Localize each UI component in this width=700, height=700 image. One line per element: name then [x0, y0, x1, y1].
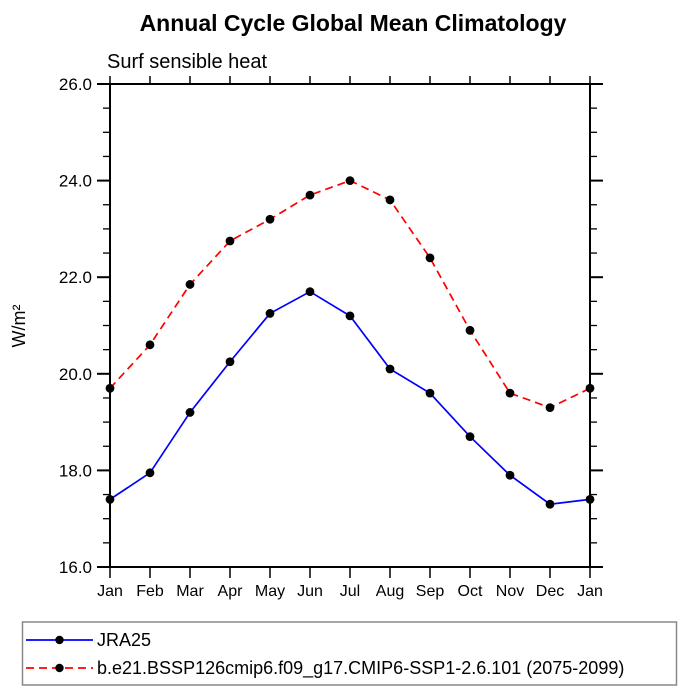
x-tick-label: Jan	[577, 583, 603, 600]
data-point-model	[545, 403, 555, 413]
legend-border	[21, 621, 678, 686]
data-point-jra25	[225, 357, 235, 367]
y-tick-label: 22.0	[59, 268, 92, 287]
x-tick-label: Mar	[176, 583, 204, 600]
data-point-jra25	[585, 494, 595, 504]
data-point-jra25	[185, 408, 195, 417]
data-point-jra25	[265, 309, 275, 318]
data-point-jra25	[505, 470, 515, 480]
x-tick-label: Jul	[340, 583, 360, 600]
legend-box: JRA25 b.e21.BSSP126cmip6.f09_g17.CMIP6-S…	[21, 621, 678, 686]
x-tick-label: Apr	[218, 583, 244, 600]
y-tick-label: 16.0	[59, 558, 92, 577]
data-point-model	[585, 383, 595, 393]
x-tick-label: Sep	[416, 583, 445, 600]
legend-sample-marker-jra25	[55, 635, 64, 645]
legend-label-jra25: JRA25	[97, 630, 151, 650]
data-point-model	[265, 214, 275, 224]
data-point-jra25	[105, 494, 115, 504]
data-point-jra25	[145, 468, 155, 478]
data-point-model	[425, 253, 435, 263]
data-point-model	[465, 325, 475, 335]
y-axis-label: W/m²	[9, 305, 29, 348]
y-tick-label: 20.0	[59, 365, 92, 384]
x-tick-label: Aug	[376, 583, 404, 600]
data-point-jra25	[465, 432, 475, 441]
data-point-model	[145, 340, 155, 350]
data-point-jra25	[385, 364, 395, 374]
series-line-model	[109, 179, 591, 409]
x-tick-label: Jun	[297, 583, 323, 600]
data-point-model	[385, 195, 395, 205]
plot-frame	[109, 83, 591, 568]
y-tick-label: 24.0	[59, 172, 92, 191]
data-point-jra25	[545, 499, 555, 509]
data-point-model	[305, 190, 315, 200]
y-tick-label: 18.0	[59, 461, 92, 480]
legend-sample-marker-model	[55, 663, 64, 673]
x-tick-label: Oct	[458, 583, 483, 600]
data-point-model	[345, 176, 355, 186]
data-point-model	[185, 280, 195, 289]
x-tick-label: May	[255, 583, 285, 600]
x-tick-label: Feb	[136, 583, 164, 600]
data-point-model	[505, 388, 515, 398]
plot-area: 16.0 18.0 20.0 22.0 24.0 26.0 Jan Feb Mar Apr May J…	[59, 75, 603, 600]
y-tick-label: 26.0	[59, 75, 92, 94]
series-line-jra25	[109, 290, 591, 506]
x-tick-label: Nov	[496, 583, 524, 600]
chart-title: Annual Cycle Global Mean Climatology	[140, 10, 567, 36]
data-point-jra25	[345, 311, 355, 321]
data-point-jra25	[305, 287, 315, 297]
data-point-model	[225, 236, 235, 246]
chart-subtitle: Surf sensible heat	[107, 51, 268, 73]
data-point-jra25	[425, 388, 435, 398]
data-point-model	[105, 383, 115, 393]
x-tick-label: Dec	[536, 583, 564, 600]
legend-label-model: b.e21.BSSP126cmip6.f09_g17.CMIP6-SSP1-2.…	[97, 658, 624, 679]
x-tick-label: Jan	[97, 583, 123, 600]
